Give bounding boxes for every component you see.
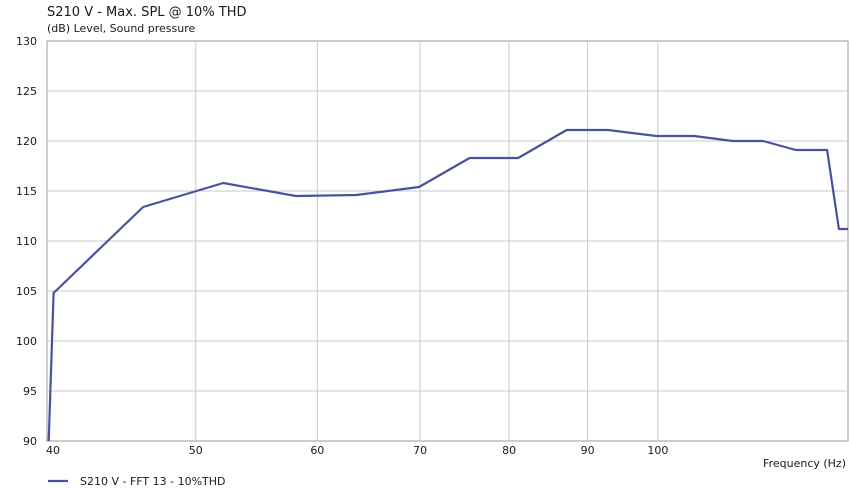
y-tick-label: 100 [16, 335, 37, 348]
x-tick-label: 50 [189, 444, 203, 457]
x-tick-label: 80 [502, 444, 516, 457]
y-tick-label: 125 [16, 85, 37, 98]
y-tick-label: 130 [16, 35, 37, 48]
y-tick-label: 110 [16, 235, 37, 248]
x-tick-label: 60 [310, 444, 324, 457]
y-tick-label: 115 [16, 185, 37, 198]
series-line [47, 128, 848, 442]
x-axis-label: Frequency (Hz) [763, 457, 846, 470]
y-axis-label: (dB) Level, Sound pressure [47, 22, 196, 35]
y-tick-label: 105 [16, 285, 37, 298]
x-tick-label: 40 [46, 444, 60, 457]
x-tick-label: 100 [647, 444, 668, 457]
y-tick-label: 120 [16, 135, 37, 148]
y-tick-label: 90 [23, 435, 37, 448]
chart-title: S210 V - Max. SPL @ 10% THD [47, 5, 247, 20]
x-tick-label: 70 [413, 444, 427, 457]
x-tick-label: 90 [581, 444, 595, 457]
y-tick-label: 95 [23, 385, 37, 398]
legend-label: S210 V - FFT 13 - 10%THD [80, 475, 226, 488]
